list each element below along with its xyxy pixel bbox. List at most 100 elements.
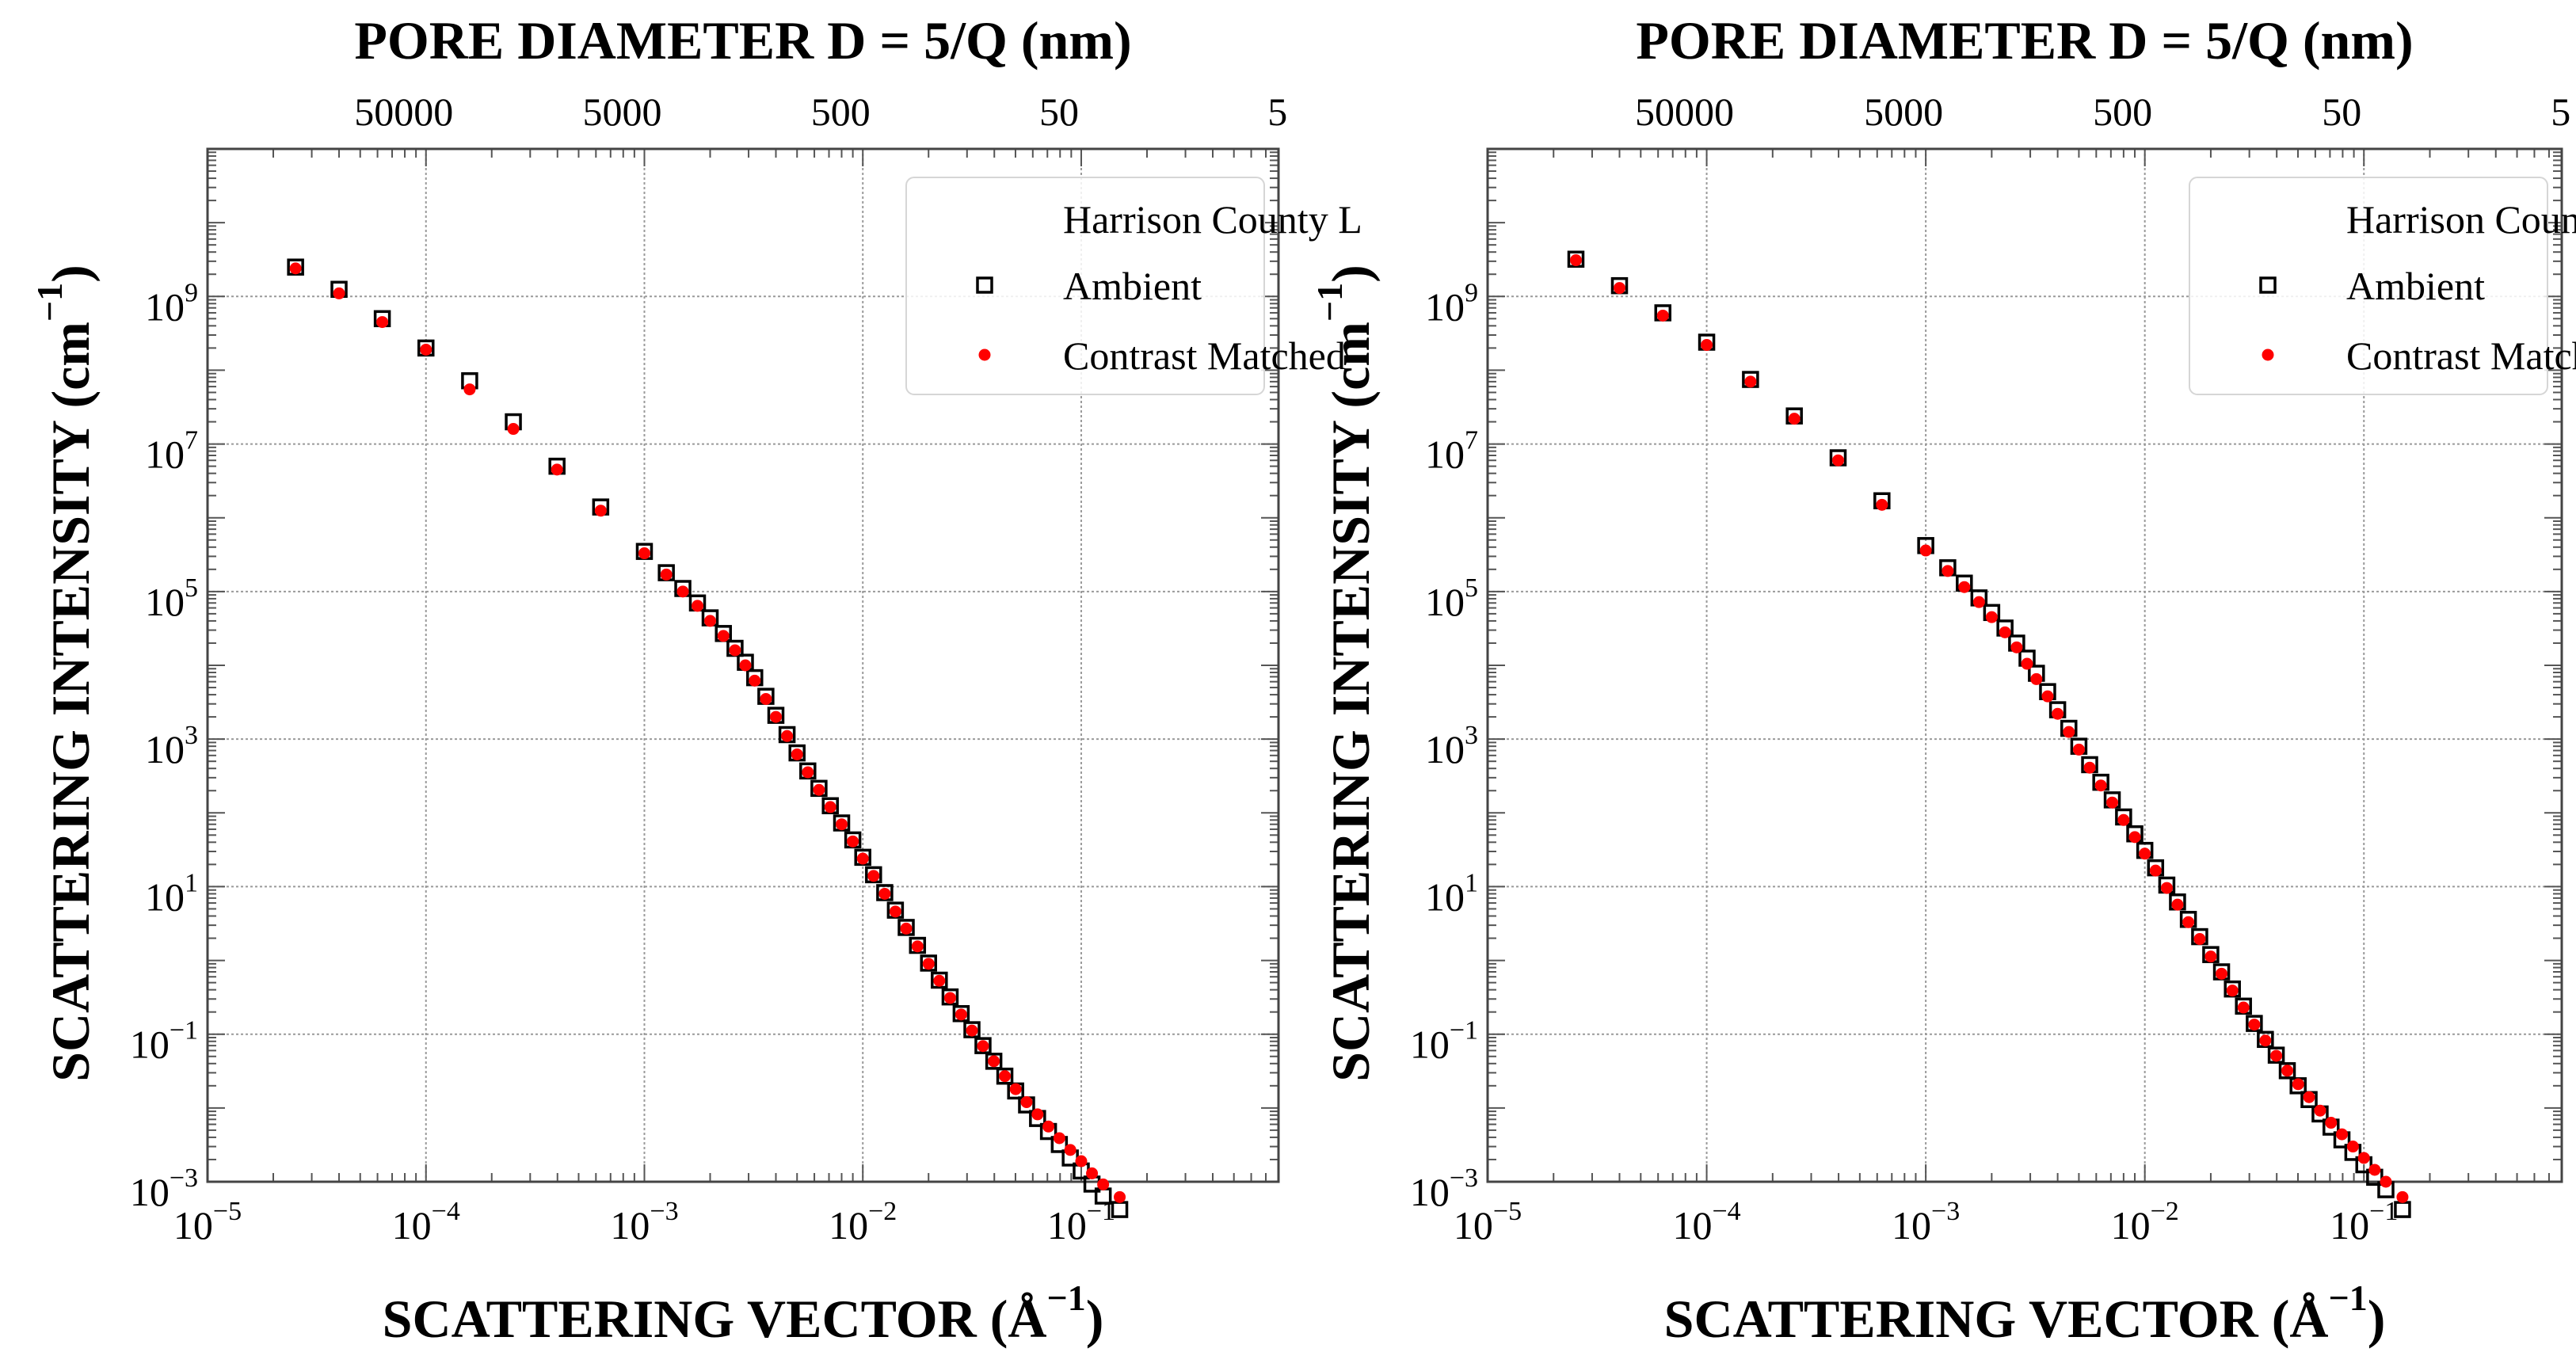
data-point-contrast-matched <box>729 644 741 657</box>
x-tick-label: 10−5 <box>173 1197 242 1247</box>
data-point-contrast-matched <box>878 887 891 900</box>
data-point-contrast-matched <box>1919 544 1932 557</box>
data-point-contrast-matched <box>1053 1132 1065 1145</box>
plot-frame <box>206 147 1280 1183</box>
series-contrast-matched <box>1569 254 2409 1203</box>
data-point-contrast-matched <box>2010 641 2023 653</box>
x-tick-label: 10−3 <box>610 1197 678 1247</box>
data-point-contrast-matched <box>2237 1001 2250 1014</box>
data-point-contrast-matched <box>1958 581 1971 593</box>
data-point-contrast-matched <box>2041 690 2054 703</box>
legend-marker-ambient <box>2259 276 2277 294</box>
data-point-contrast-matched <box>507 423 520 436</box>
data-point-contrast-matched <box>922 958 935 970</box>
data-point-contrast-matched <box>1097 1178 1110 1190</box>
data-point-contrast-matched <box>889 905 901 918</box>
data-point-contrast-matched <box>2083 761 2096 774</box>
y-tick-label: 107 <box>1425 426 1478 477</box>
legend-marker-ambient <box>976 276 993 294</box>
data-point-ambient <box>974 1037 992 1054</box>
data-point-contrast-matched <box>2072 743 2085 756</box>
data-point-contrast-matched <box>1614 282 1626 295</box>
data-point-contrast-matched <box>2226 985 2239 997</box>
top-tick-label: 500 <box>811 90 871 134</box>
legend-title: Harrison County L END <box>2346 197 2576 242</box>
top-tick-label: 50000 <box>354 90 453 134</box>
data-point-contrast-matched <box>2303 1091 2315 1103</box>
data-point-ambient <box>941 988 959 1006</box>
data-point-contrast-matched <box>676 585 689 598</box>
data-point-contrast-matched <box>2106 796 2119 809</box>
data-point-contrast-matched <box>376 316 389 329</box>
x-axis-title: SCATTERING VECTOR (Å−1) <box>383 1278 1104 1349</box>
chart-left: 10−5 10−4 10−3 10−2 10−110−310−1101103105107… <box>29 10 1362 1349</box>
series-contrast-matched <box>289 262 1126 1203</box>
data-point-contrast-matched <box>2357 1152 2370 1164</box>
top-tick-label: 5000 <box>582 90 661 134</box>
data-point-contrast-matched <box>2314 1104 2326 1117</box>
y-tick-label: 101 <box>145 868 198 919</box>
data-point-ambient <box>920 954 937 972</box>
data-point-contrast-matched <box>2336 1128 2349 1141</box>
y-tick-label: 103 <box>1425 721 1478 771</box>
data-point-contrast-matched <box>2346 1141 2359 1153</box>
data-point-ambient <box>963 1021 981 1038</box>
data-point-contrast-matched <box>1744 375 1757 388</box>
data-point-contrast-matched <box>1086 1167 1099 1179</box>
data-point-contrast-matched <box>955 1008 967 1021</box>
data-point-contrast-matched <box>2021 657 2033 670</box>
data-point-contrast-matched <box>1876 498 1888 511</box>
x-tick-label: 10−2 <box>2111 1197 2179 1247</box>
legend-title: Harrison County L <box>1063 197 1362 242</box>
legend-label: Ambient <box>2346 264 2485 308</box>
x-axis-title: SCATTERING VECTOR (Å−1) <box>1664 1278 2386 1349</box>
data-point-contrast-matched <box>2292 1078 2304 1091</box>
data-point-ambient <box>952 1005 970 1023</box>
data-point-contrast-matched <box>2368 1164 2381 1176</box>
data-point-contrast-matched <box>1831 454 1844 467</box>
data-point-contrast-matched <box>836 818 848 831</box>
data-point-contrast-matched <box>966 1024 978 1037</box>
data-point-contrast-matched <box>2259 1034 2272 1047</box>
data-point-contrast-matched <box>660 568 673 581</box>
y-tick-label: 103 <box>145 721 198 771</box>
data-point-ambient <box>985 1053 1003 1070</box>
data-point-contrast-matched <box>1114 1190 1126 1203</box>
data-point-contrast-matched <box>2270 1049 2283 1062</box>
data-point-contrast-matched <box>2248 1019 2261 1031</box>
data-point-contrast-matched <box>988 1055 1000 1068</box>
legend: Harrison County L Ambient Contrast Matched <box>905 177 1362 395</box>
data-point-contrast-matched <box>802 766 814 779</box>
data-point-contrast-matched <box>943 992 956 1004</box>
y-tick-label: 109 <box>1425 278 1478 329</box>
y-tick-label: 10−3 <box>1410 1164 1478 1214</box>
data-point-contrast-matched <box>900 922 913 935</box>
data-point-contrast-matched <box>1569 254 1582 267</box>
top-tick-label: 5 <box>1267 90 1287 134</box>
data-point-contrast-matched <box>1788 413 1801 425</box>
data-point-contrast-matched <box>1031 1108 1044 1121</box>
data-point-contrast-matched <box>289 262 302 275</box>
y-tick-label: 107 <box>145 426 198 477</box>
data-point-contrast-matched <box>977 1040 989 1053</box>
top-tick-label: 500 <box>2093 90 2152 134</box>
data-point-ambient <box>2246 1015 2263 1032</box>
y-tick-label: 10−3 <box>130 1164 198 1214</box>
data-point-contrast-matched <box>1020 1095 1033 1108</box>
data-point-ambient <box>1567 250 1585 268</box>
legend-label: Contrast Matched <box>1063 333 1346 378</box>
tick-marks <box>207 148 1279 1183</box>
data-point-contrast-matched <box>824 801 836 813</box>
data-point-contrast-matched <box>847 835 859 848</box>
y-axis-title: SCATTERING INTENSITY (cm−1) <box>1309 265 1381 1082</box>
data-point-contrast-matched <box>2193 933 2206 946</box>
data-point-contrast-matched <box>2139 848 2151 860</box>
data-point-contrast-matched <box>717 630 730 642</box>
top-tick-label: 5 <box>2551 90 2570 134</box>
data-point-contrast-matched <box>1972 596 1985 608</box>
data-point-contrast-matched <box>1656 309 1669 322</box>
data-point-contrast-matched <box>463 383 476 396</box>
x-tick-label: 10−4 <box>392 1197 460 1247</box>
data-point-ambient <box>876 884 894 901</box>
data-point-contrast-matched <box>813 783 825 796</box>
